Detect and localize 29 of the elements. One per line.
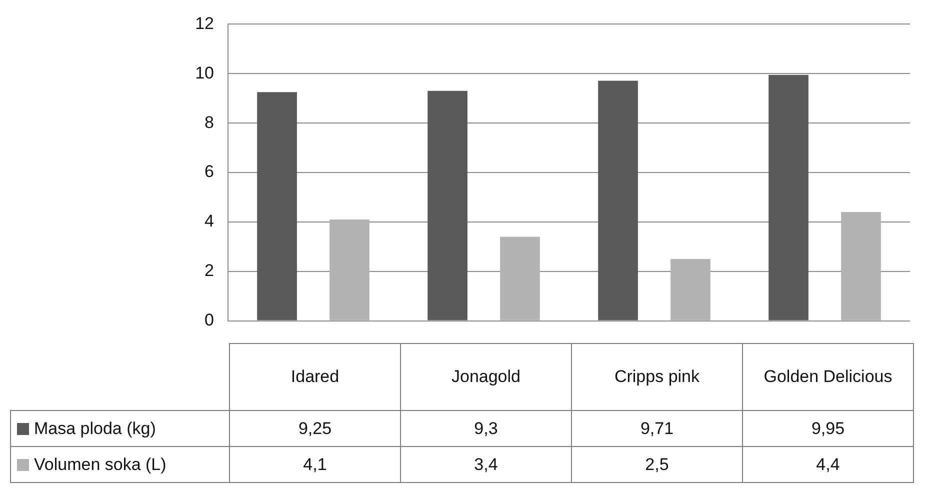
data-label: 9,25: [230, 410, 400, 446]
legend-label: Volumen soka (L): [10, 446, 230, 482]
bar: [598, 80, 638, 320]
bar: [768, 74, 808, 320]
data-label: 4,4: [742, 446, 914, 482]
bar: [500, 236, 540, 320]
bar: [841, 212, 881, 320]
y-tick-label: 2: [204, 261, 214, 280]
data-label: 2,5: [572, 446, 742, 482]
x-tick-label: Jonagold: [400, 344, 572, 410]
legend-label: Masa ploda (kg): [10, 410, 230, 446]
y-tick-label: 6: [204, 162, 214, 182]
x-tick-label: Cripps pink: [572, 344, 742, 410]
y-tick-label: 0: [204, 310, 214, 330]
x-tick-label: Idared: [230, 344, 400, 410]
y-tick-label: 8: [204, 112, 214, 132]
data-label: 9,3: [400, 410, 572, 446]
bar: [670, 259, 710, 320]
data-label: 9,95: [742, 410, 914, 446]
data-label: 9,71: [572, 410, 742, 446]
bar: [428, 90, 468, 320]
data-label: 4,1: [230, 446, 400, 482]
bar: [330, 219, 370, 320]
data-label: 3,4: [400, 446, 572, 482]
y-tick-label: 10: [195, 63, 214, 82]
x-tick-label: Golden Delicious: [742, 344, 914, 410]
y-tick-label: 12: [195, 14, 214, 33]
y-tick-label: 4: [204, 212, 214, 231]
bar: [257, 92, 297, 320]
